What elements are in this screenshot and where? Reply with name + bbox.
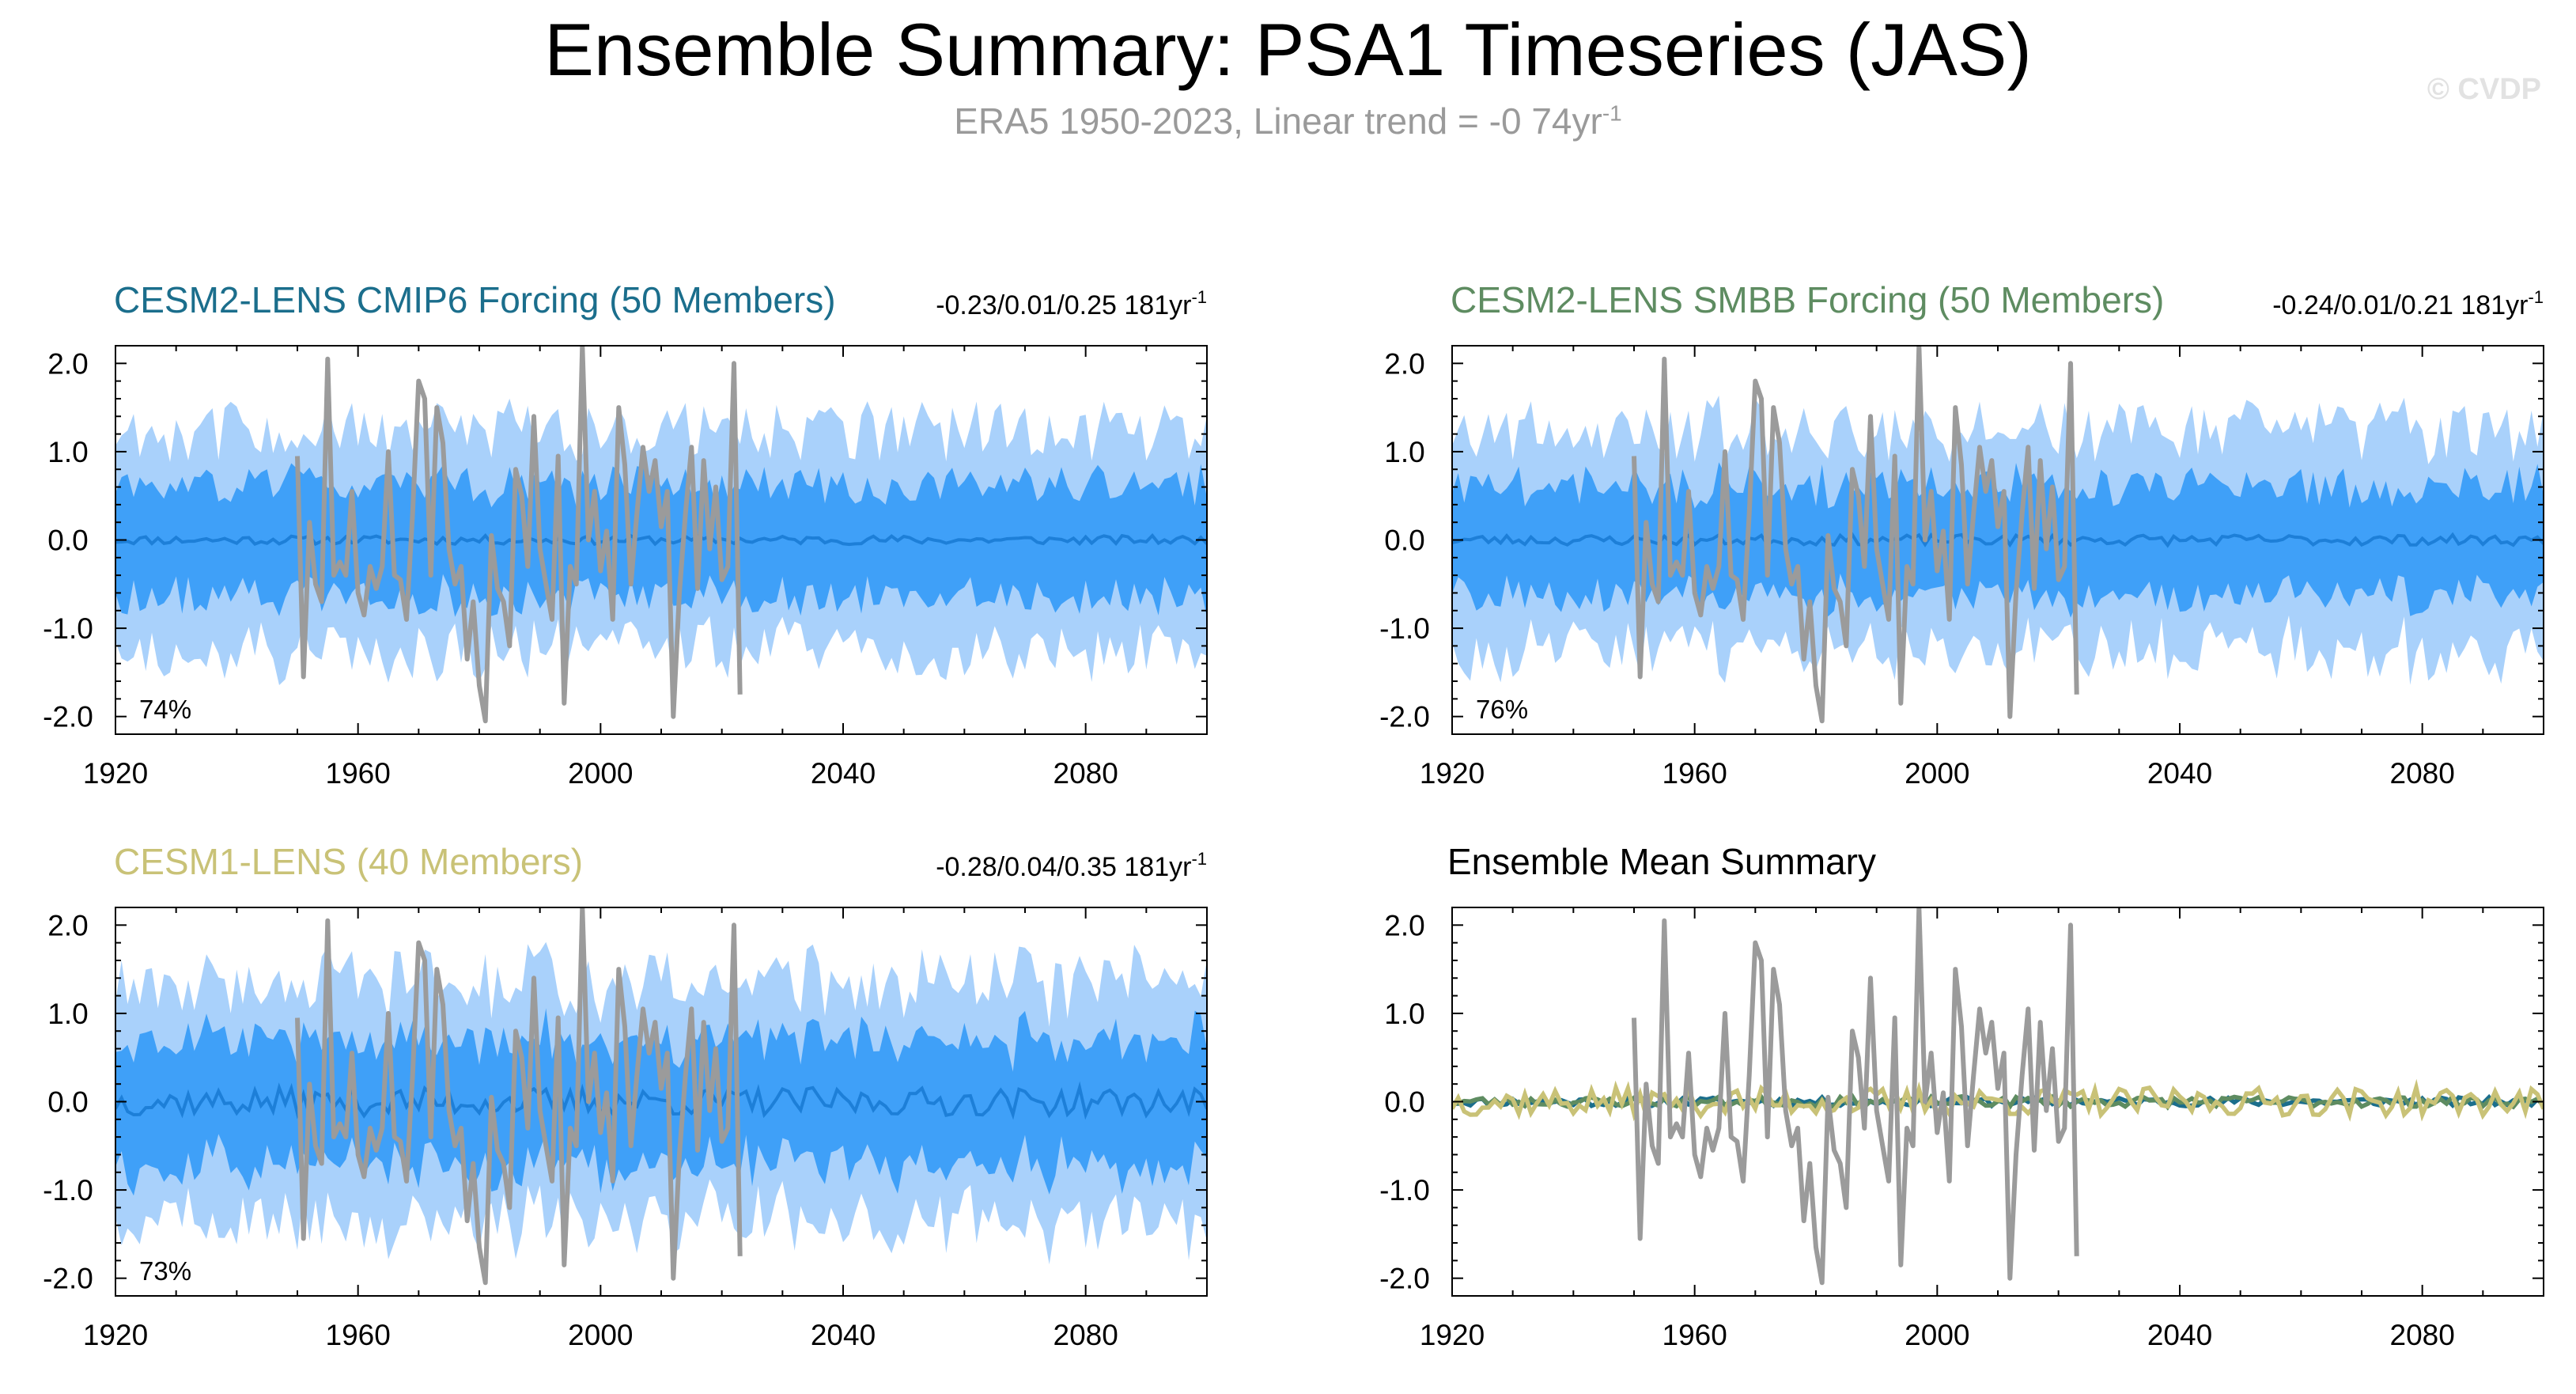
- panel-title: CESM2-LENS SMBB Forcing (50 Members): [1451, 279, 2164, 320]
- panel-title: CESM1-LENS (40 Members): [114, 841, 583, 882]
- plot-area: [115, 346, 1207, 724]
- trend-stats-text: -0.23/0.01/0.25 181yr: [936, 290, 1191, 320]
- x-tick-label: 1920: [83, 1319, 148, 1351]
- panel-cmip6: 1920 1960 2000 2040 2080 2.0 1.0 0.0 -1.0 -2.0 CES…: [43, 279, 1208, 790]
- y-tick-label: -1.0: [1379, 1174, 1430, 1206]
- x-tick-label: 1960: [326, 757, 391, 790]
- plot-area: [1452, 907, 2544, 1286]
- x-tick-label: 2040: [811, 757, 876, 790]
- x-tick-label: 2080: [2390, 757, 2455, 790]
- panel-smbb: 1920 1960 2000 2040 2080 2.0 1.0 0.0 -1.0 -2.0 CES…: [1379, 279, 2544, 790]
- x-tick-label: 1960: [1662, 757, 1727, 790]
- y-tick-label: 0.0: [47, 525, 88, 557]
- y-tick-label: -1.0: [1379, 612, 1430, 645]
- observations-line: [1632, 907, 2079, 1286]
- y-tick-label: 0.0: [47, 1086, 88, 1119]
- x-tick-label: 1960: [326, 1319, 391, 1351]
- x-tick-label: 2000: [1905, 757, 1969, 790]
- y-tick-label: 1.0: [1384, 436, 1424, 468]
- y-tick-label: 1.0: [47, 998, 88, 1030]
- y-tick-label: 2.0: [47, 909, 88, 941]
- y-tick-label: 0.0: [1384, 525, 1424, 557]
- subtitle-text: ERA5 1950-2023, Linear trend = -0 74yr: [954, 100, 1602, 142]
- y-tick-label: 2.0: [1384, 909, 1424, 941]
- y-tick-label: -2.0: [1379, 1263, 1430, 1295]
- panel-percent-label: 74%: [139, 695, 191, 724]
- page-title: Ensemble Summary: PSA1 Timeseries (JAS): [544, 8, 2032, 91]
- y-tick-label: 1.0: [1384, 998, 1424, 1030]
- x-tick-label: 1920: [1420, 757, 1485, 790]
- panel-trend-stats: -0.23/0.01/0.25 181yr-1: [936, 287, 1207, 320]
- plot-area: [115, 907, 1207, 1286]
- trend-stats-text: -0.24/0.01/0.21 181yr: [2272, 290, 2528, 320]
- panel-cesm1: 1920 1960 2000 2040 2080 2.0 1.0 0.0 -1.0 -2.0 CES…: [43, 841, 1208, 1351]
- x-tick-label: 2080: [1053, 757, 1118, 790]
- trend-stats-superscript: -1: [2528, 287, 2544, 307]
- trend-stats-superscript: -1: [1191, 849, 1207, 869]
- y-tick-label: 2.0: [1384, 347, 1424, 380]
- y-tick-label: 1.0: [47, 436, 88, 468]
- ensemble-mean-line: [115, 1081, 1207, 1122]
- x-tick-label: 2040: [2147, 1319, 2212, 1351]
- observations-line: [295, 346, 743, 724]
- y-tick-label: -1.0: [43, 1174, 93, 1206]
- y-tick-label: 0.0: [1384, 1086, 1424, 1119]
- watermark: © CVDP: [2427, 73, 2541, 106]
- panel-summary: 1920 1960 2000 2040 2080 2.0 1.0 0.0 -1.0 -2.0 Ens…: [1379, 841, 2544, 1351]
- summary-line-cesm1: [1452, 1078, 2544, 1124]
- x-tick-label: 1920: [1420, 1319, 1485, 1351]
- x-tick-label: 2000: [1905, 1319, 1969, 1351]
- plot-area: [1452, 346, 2544, 724]
- panel-trend-stats: -0.24/0.01/0.21 181yr-1: [2272, 287, 2544, 320]
- observations-line: [295, 907, 743, 1286]
- x-tick-label: 2000: [568, 757, 633, 790]
- x-tick-label: 2080: [2390, 1319, 2455, 1351]
- x-tick-label: 2080: [1053, 1319, 1118, 1351]
- y-tick-label: -2.0: [43, 1263, 93, 1295]
- y-tick-label: -1.0: [43, 612, 93, 645]
- x-tick-label: 2040: [2147, 757, 2212, 790]
- trend-stats-superscript: -1: [1191, 287, 1207, 307]
- panel-title: CESM2-LENS CMIP6 Forcing (50 Members): [114, 279, 836, 320]
- y-tick-label: -2.0: [43, 701, 93, 733]
- trend-stats-text: -0.28/0.04/0.35 181yr: [936, 852, 1191, 882]
- page-subtitle: ERA5 1950-2023, Linear trend = -0 74yr-1: [0, 101, 2576, 142]
- subtitle-superscript: -1: [1602, 100, 1622, 126]
- x-tick-label: 1920: [83, 757, 148, 790]
- observations-line: [1632, 346, 2079, 724]
- y-tick-label: 2.0: [47, 347, 88, 380]
- y-tick-label: -2.0: [1379, 701, 1430, 733]
- x-tick-label: 2000: [568, 1319, 633, 1351]
- panel-percent-label: 73%: [139, 1256, 191, 1286]
- panel-trend-stats: -0.28/0.04/0.35 181yr-1: [936, 849, 1207, 882]
- x-tick-label: 2040: [811, 1319, 876, 1351]
- panel-percent-label: 76%: [1476, 695, 1528, 724]
- panel-title: Ensemble Mean Summary: [1447, 841, 1876, 882]
- x-tick-label: 1960: [1662, 1319, 1727, 1351]
